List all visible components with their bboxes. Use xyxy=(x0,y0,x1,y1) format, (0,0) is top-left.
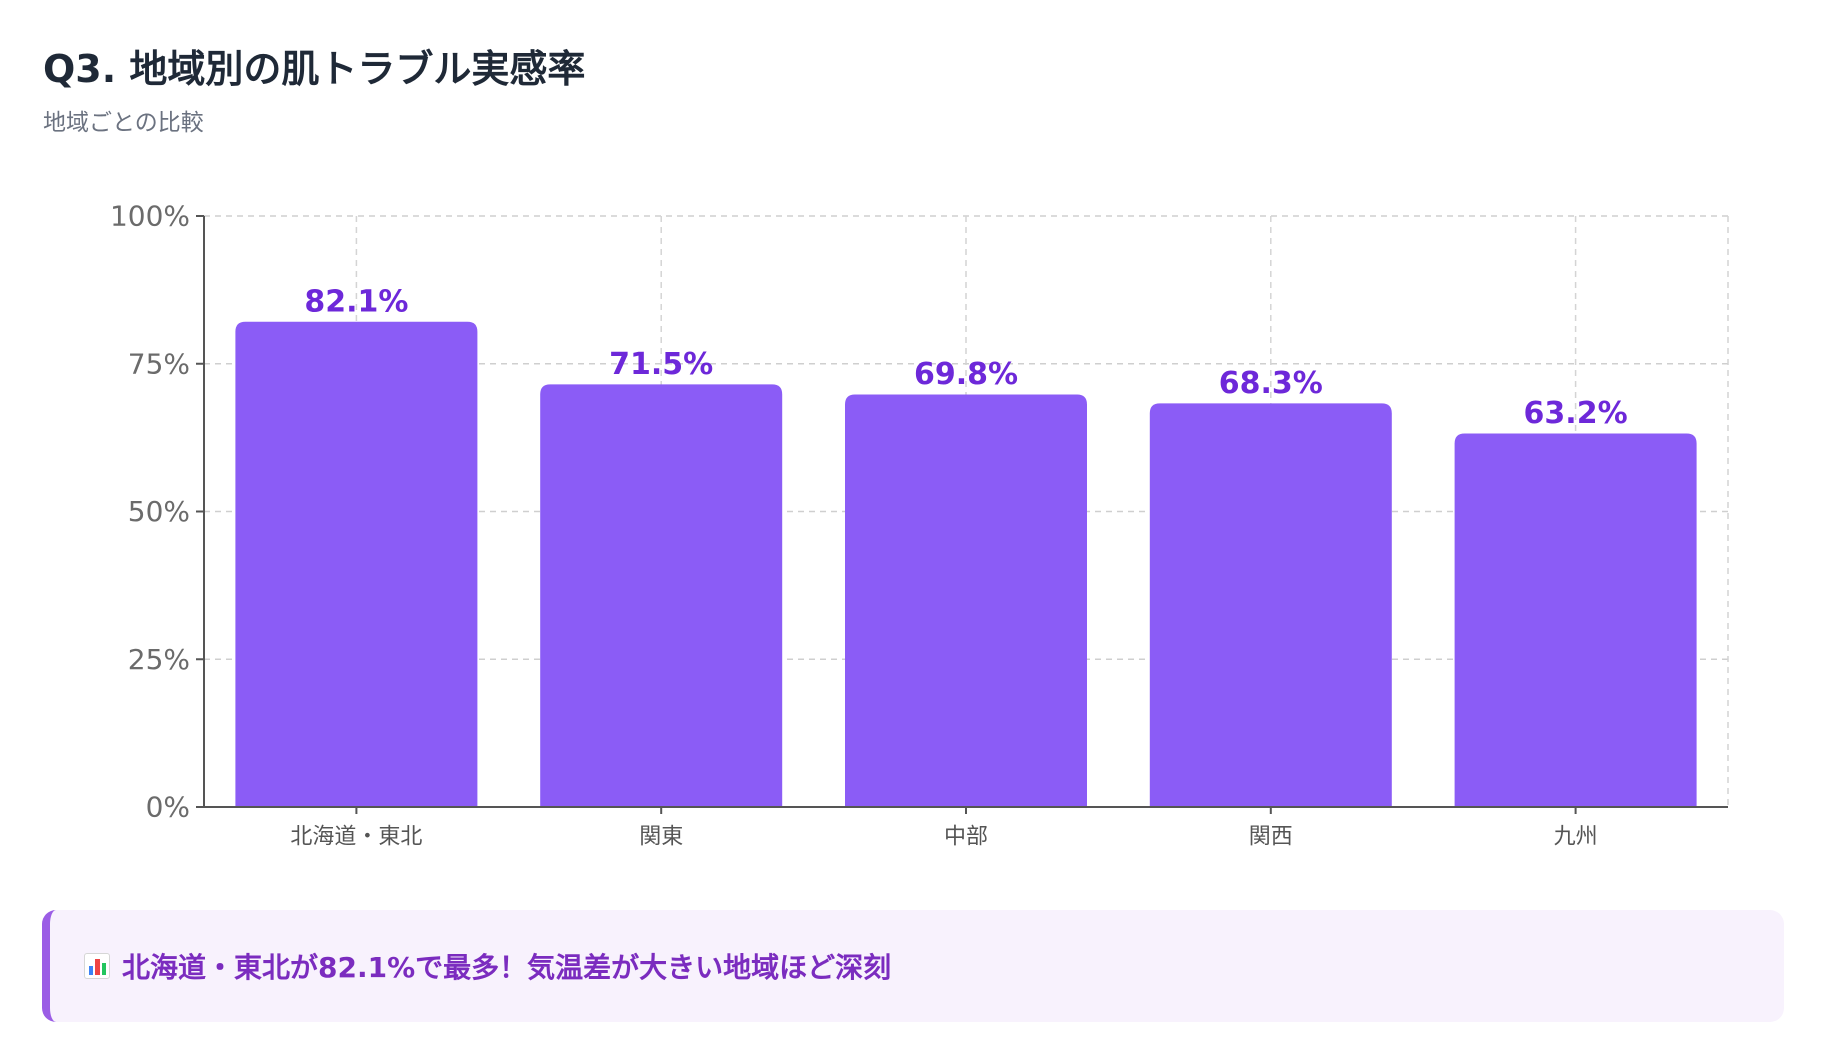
data-label: 68.3% xyxy=(1219,366,1323,401)
y-tick-label: 0% xyxy=(146,791,190,824)
bar-4 xyxy=(1454,433,1697,807)
chart-subtitle: 地域ごとの比較 xyxy=(43,110,204,136)
bar-1 xyxy=(540,384,783,807)
x-tick-label: 関東 xyxy=(639,825,683,850)
y-tick-label: 50% xyxy=(128,495,190,528)
bar-0 xyxy=(235,321,478,807)
bar-chart-icon xyxy=(84,953,110,979)
bar-3 xyxy=(1149,403,1392,807)
chart-title: Q3. 地域別の肌トラブル実感率 xyxy=(43,47,586,91)
x-tick-label: 中部 xyxy=(944,825,988,850)
y-tick-label: 25% xyxy=(128,643,190,676)
x-tick-label: 関西 xyxy=(1249,825,1293,850)
bar-2 xyxy=(845,394,1087,807)
x-tick-label: 九州 xyxy=(1554,825,1598,850)
data-label: 71.5% xyxy=(609,347,713,382)
y-tick-label: 75% xyxy=(128,347,190,380)
insight-callout: 北海道・東北が82.1%で最多！気温差が大きい地域ほど深刻 xyxy=(42,910,1784,1022)
y-tick-label: 100% xyxy=(110,200,190,233)
data-label: 82.1% xyxy=(304,284,408,319)
x-tick-label: 北海道・東北 xyxy=(290,825,422,850)
data-label: 69.8% xyxy=(914,357,1018,392)
bar-chart: 0% 25% 50% 75% 100% 北海道・東北 関東 中部 関西 九州 82.1% 71.5% 6… xyxy=(110,200,1729,850)
data-label: 63.2% xyxy=(1524,396,1628,431)
insight-text: 北海道・東北が82.1%で最多！気温差が大きい地域ほど深刻 xyxy=(122,951,892,984)
